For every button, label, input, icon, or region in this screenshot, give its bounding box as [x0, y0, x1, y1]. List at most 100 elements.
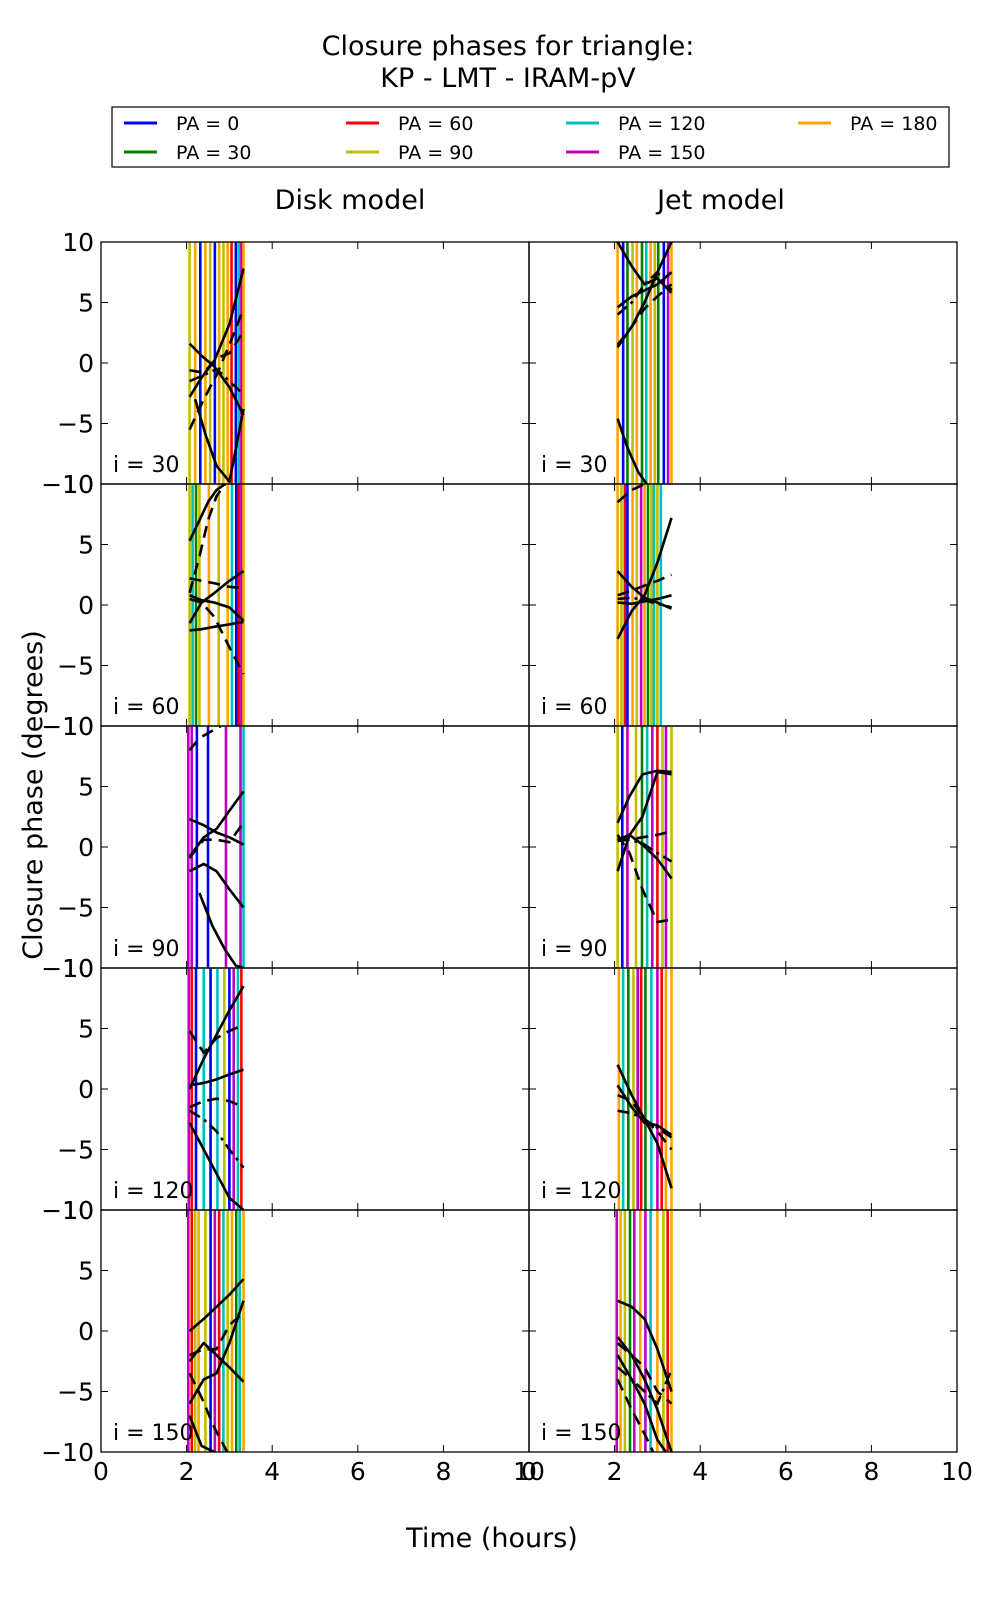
panel-frame — [100, 483, 530, 727]
plot-area — [188, 242, 245, 484]
panel-jet-row-3: i = 90 — [528, 725, 958, 969]
panel-jet-row-5: 0 2 4 6 8 10 i = 150 — [521, 1209, 973, 1486]
legend-label: PA = 60 — [398, 113, 473, 135]
plot-area — [616, 484, 673, 726]
closure-phase-curve-dashed — [616, 283, 673, 346]
closure-phase-curve-solid — [188, 985, 245, 1090]
inclination-label: i = 30 — [113, 453, 180, 478]
x-tick-label: 6 — [350, 1457, 366, 1486]
closure-phase-curve-solid — [189, 862, 245, 909]
panel-disk-row-1: −10 −5 0 5 10 i = 30 — [41, 228, 530, 499]
y-tick-label: 10 — [62, 712, 94, 741]
column-title-disk: Disk model — [275, 185, 426, 216]
inclination-label: i = 30 — [541, 453, 608, 478]
legend-entry-pa-90: PA = 90 — [346, 142, 473, 164]
closure-phase-curve-dashdot — [189, 367, 245, 396]
y-tick-label: 0 — [78, 833, 94, 862]
panel-frame — [528, 967, 958, 1211]
inclination-label: i = 120 — [541, 1179, 622, 1204]
closure-phase-curve-dashed — [188, 1023, 245, 1054]
panel-frame — [528, 725, 958, 969]
figure-title-line-1: Closure phases for triangle: — [322, 31, 695, 62]
y-tick-label: 5 — [78, 531, 94, 560]
y-tick-label: −5 — [57, 1136, 94, 1165]
figure-title-line-2: KP - LMT - IRAM-pV — [380, 63, 636, 94]
legend-entry-pa-30: PA = 30 — [124, 142, 251, 164]
legend-label: PA = 150 — [618, 142, 706, 164]
closure-phase-curve-solid — [188, 484, 226, 542]
closure-phase-curve-solid — [189, 620, 244, 632]
y-axis-label: Closure phase (degrees) — [18, 630, 49, 960]
y-tick-label: −5 — [57, 1378, 94, 1407]
closure-phase-curve-solid — [188, 1415, 215, 1452]
closure-phase-curve-solid — [617, 1299, 673, 1392]
panel-frame — [100, 967, 530, 1211]
closure-phase-curve-dashed — [616, 484, 646, 504]
closure-phase-curve-solid — [616, 769, 672, 824]
closure-phase-curve-solid — [616, 1354, 668, 1452]
inclination-label: i = 150 — [113, 1421, 194, 1446]
panel-frame — [100, 241, 530, 485]
panel-frame — [100, 725, 530, 969]
y-tick-label: 0 — [78, 1075, 94, 1104]
y-tick-label: −10 — [41, 954, 94, 983]
x-tick-label: 6 — [778, 1457, 794, 1486]
plot-area — [615, 1210, 673, 1452]
x-tick-label: 2 — [179, 1457, 195, 1486]
closure-phase-curve-dashed — [189, 597, 245, 675]
panel-frame — [100, 1209, 530, 1453]
closure-phase-curve-dashdot — [188, 1109, 245, 1169]
closure-phase-curve-dashdot — [616, 1366, 673, 1405]
legend: PA = 0 PA = 30 PA = 60 PA = 90 PA = 120 PA = … — [124, 113, 938, 164]
closure-phase-curve-dashdot — [617, 1109, 673, 1139]
inclination-label: i = 60 — [541, 695, 608, 720]
closure-phase-curve-solid — [188, 1122, 245, 1210]
closure-phase-curve-dashed — [617, 573, 673, 597]
panel-frame — [528, 1209, 958, 1453]
panel-jet-row-2: i = 60 — [528, 483, 958, 727]
plot-area — [616, 242, 673, 484]
y-tick-label: −5 — [57, 894, 94, 923]
closure-phase-curve-solid — [198, 892, 244, 968]
y-tick-label: 5 — [78, 1015, 94, 1044]
legend-entry-pa-0: PA = 0 — [124, 113, 239, 135]
x-tick-label: 4 — [692, 1457, 708, 1486]
panel-disk-row-4: −10 −5 0 5 10 i = 120 — [41, 954, 530, 1225]
closure-phase-curve-dashed — [189, 577, 244, 590]
y-tick-label: 5 — [78, 289, 94, 318]
y-tick-label: −10 — [41, 712, 94, 741]
x-tick-label: 0 — [521, 1457, 537, 1486]
closure-phase-curve-dashed — [616, 834, 672, 924]
closure-phase-curve-dashdot — [617, 596, 672, 609]
closure-phase-curve-solid — [616, 570, 673, 610]
closure-phase-curve-dashed — [189, 1311, 245, 1357]
closure-phase-curve-dashed — [189, 330, 245, 374]
panel-disk-row-2: −10 −5 0 5 10 i = 60 — [41, 470, 530, 741]
closure-phase-curve-solid — [188, 790, 245, 858]
inclination-label: i = 60 — [113, 695, 180, 720]
closure-phase-curve-dashed — [189, 1097, 245, 1109]
legend-entry-pa-150: PA = 150 — [566, 142, 706, 164]
y-tick-label: 10 — [62, 228, 94, 257]
closure-phase-curve-solid — [616, 517, 673, 640]
closure-phase-curve-solid — [616, 242, 673, 294]
legend-label: PA = 180 — [850, 113, 938, 135]
closure-phase-curve-solid — [188, 342, 245, 416]
x-tick-label: 2 — [607, 1457, 623, 1486]
closure-phase-curve-solid — [189, 1068, 244, 1087]
closure-phase-curve-dashdot — [617, 837, 673, 863]
x-tick-label: 10 — [941, 1457, 973, 1486]
plot-area — [187, 726, 245, 968]
y-tick-label: 10 — [62, 954, 94, 983]
panel-grid: −10 −5 0 5 10 i = 30 i = 30 −10 −5 0 5 10 i = 60 i = … — [41, 228, 973, 1486]
closure-phase-curve-solid — [188, 1278, 245, 1332]
legend-entry-pa-120: PA = 120 — [566, 113, 706, 135]
legend-label: PA = 30 — [176, 142, 251, 164]
inclination-label: i = 150 — [541, 1421, 622, 1446]
y-tick-label: −5 — [57, 410, 94, 439]
closure-phase-curve-solid — [188, 1300, 245, 1405]
closure-phase-curve-solid — [616, 418, 648, 484]
legend-entry-pa-60: PA = 60 — [346, 113, 473, 135]
inclination-label: i = 90 — [541, 937, 608, 962]
